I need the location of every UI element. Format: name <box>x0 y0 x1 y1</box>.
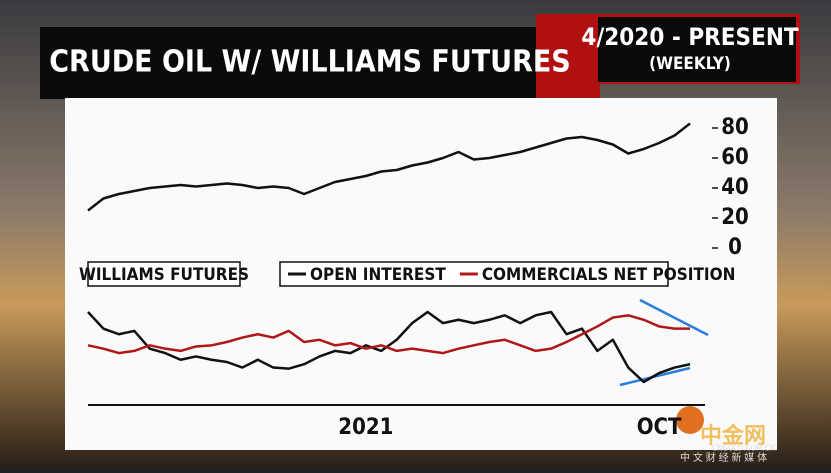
title-banner <box>40 27 540 99</box>
line <box>87 122 691 212</box>
subtitle: 4/2020 - PRESENT <box>581 23 799 51</box>
x-tick-label: OCT <box>637 415 682 440</box>
watermark-logo <box>676 406 704 434</box>
y-tick-label: 40 <box>721 175 749 200</box>
date-box <box>598 17 796 82</box>
panel-label-box <box>87 261 241 287</box>
y-tick-label: 20 <box>721 205 749 230</box>
legend-label: COMMERCIALS NET POSITION <box>482 265 736 285</box>
panel-label: WILLIAMS FUTURES <box>79 265 249 285</box>
watermark-name: 中金网 <box>700 423 766 449</box>
watermark-url: CNGOLD.COM.CN <box>712 444 775 453</box>
line <box>87 314 690 355</box>
watermark-tagline: 中 文 财 经 新 媒 体 <box>680 451 767 464</box>
trend-line <box>639 298 709 337</box>
legend-label: OPEN INTEREST <box>310 265 446 285</box>
chart-title: CRUDE OIL W/ WILLIAMS FUTURES <box>49 45 571 80</box>
legend-box <box>279 261 669 287</box>
y-tick-label: 0 <box>728 235 742 260</box>
note: (WEEKLY) <box>649 54 731 74</box>
x-tick-label: 2021 <box>338 415 393 440</box>
line <box>87 310 691 384</box>
y-tick-label: 80 <box>721 115 749 140</box>
y-tick-label: 60 <box>721 145 749 170</box>
